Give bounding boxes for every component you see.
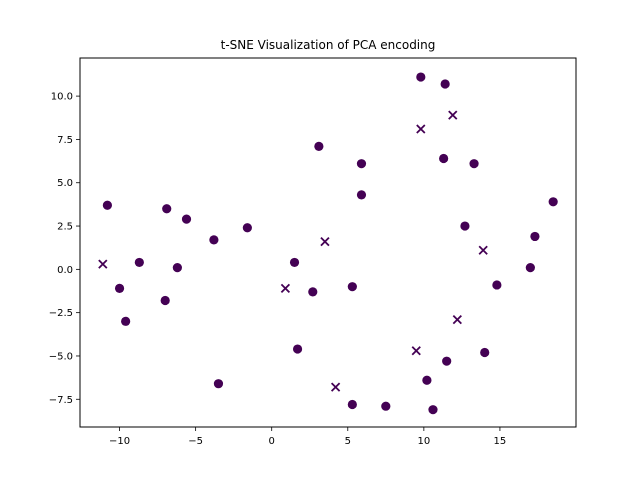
scatter-point-circle <box>134 257 144 268</box>
scatter-point-circle <box>422 375 432 385</box>
scatter-point-x <box>416 124 426 134</box>
scatter-point-circle <box>292 344 303 354</box>
scatter-point-circle <box>308 287 318 297</box>
y-tick-label: 0.0 <box>57 265 73 276</box>
y-tick-label: −2.5 <box>49 308 73 319</box>
scatter-point-circle <box>460 221 470 231</box>
y-tick-label: 5.0 <box>57 178 73 189</box>
scatter-point-x <box>478 245 488 255</box>
scatter-point-circle <box>162 204 172 214</box>
scatter-point-x <box>448 110 458 120</box>
scatter-point-circle <box>102 200 112 210</box>
scatter-point-circle <box>289 257 300 268</box>
scatter-point-circle <box>530 231 540 242</box>
y-tick-label: −5.0 <box>49 351 73 362</box>
scatter-point-circle <box>416 72 426 82</box>
x-tick-label: 0 <box>269 436 275 447</box>
scatter-point-circle <box>381 401 391 411</box>
y-tick-label: 10.0 <box>51 92 73 103</box>
scatter-point-x <box>411 346 421 356</box>
scatter-point-circle <box>347 399 357 410</box>
scatter-point-circle <box>209 235 219 245</box>
points-layer <box>98 72 558 415</box>
scatter-point-circle <box>428 405 438 415</box>
scatter-point-circle <box>242 223 252 233</box>
chart-title: t-SNE Visualization of PCA encoding <box>221 38 436 52</box>
scatter-point-circle <box>114 283 125 294</box>
scatter-point-circle <box>442 356 452 366</box>
scatter-point-circle <box>439 153 449 164</box>
scatter-point-circle <box>314 141 324 151</box>
plot-frame <box>79 57 577 428</box>
scatter-point-x <box>98 259 108 269</box>
scatter-point-circle <box>469 159 479 169</box>
scatter-point-x <box>452 314 462 325</box>
scatter-point-x <box>320 236 330 247</box>
scatter-point-circle <box>548 197 558 207</box>
scatter-point-circle <box>181 214 192 224</box>
y-tick-label: 2.5 <box>57 222 73 233</box>
y-axis: −7.5 −5.0 −2.5 0.0 2.5 5.0 7.5 10.0 <box>49 92 80 406</box>
x-tick-label: 15 <box>494 436 507 447</box>
scatter-point-circle <box>440 79 450 89</box>
y-tick-label: −7.5 <box>49 395 73 406</box>
scatter-point-circle <box>160 295 170 306</box>
scatter-point-circle <box>480 347 490 358</box>
scatter-point-circle <box>356 159 367 169</box>
x-tick-label: 5 <box>345 436 351 447</box>
scatter-point-circle <box>356 190 367 200</box>
scatter-point-x <box>330 382 341 392</box>
x-axis: −10 −5 0 5 10 15 <box>109 427 506 447</box>
x-tick-label: −5 <box>188 436 203 447</box>
scatter-point-circle <box>121 316 131 326</box>
x-tick-label: −10 <box>109 436 130 447</box>
scatter-point-circle <box>213 379 224 389</box>
scatter-point-x <box>280 283 291 294</box>
scatter-point-circle <box>525 263 535 273</box>
x-tick-label: 10 <box>417 436 430 447</box>
scatter-point-circle <box>492 280 502 290</box>
scatter-point-circle <box>172 263 182 273</box>
scatter-point-circle <box>347 282 357 292</box>
y-tick-label: 7.5 <box>57 135 73 146</box>
